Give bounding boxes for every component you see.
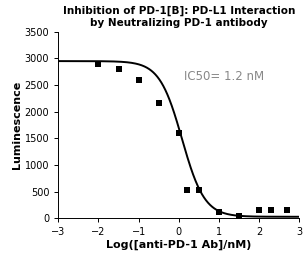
- Text: IC50= 1.2 nM: IC50= 1.2 nM: [184, 70, 264, 83]
- Point: [156, 101, 161, 105]
- Point: [285, 208, 290, 212]
- Point: [136, 78, 141, 82]
- X-axis label: Log([anti-PD-1 Ab]/nM): Log([anti-PD-1 Ab]/nM): [106, 240, 252, 250]
- Point: [269, 208, 274, 212]
- Point: [217, 210, 221, 214]
- Point: [197, 188, 201, 192]
- Title: Inhibition of PD-1[B]: PD-L1 Interaction
by Neutralizing PD-1 antibody: Inhibition of PD-1[B]: PD-L1 Interaction…: [63, 6, 295, 28]
- Point: [116, 67, 121, 71]
- Point: [96, 62, 101, 66]
- Point: [176, 131, 181, 135]
- Y-axis label: Luminescence: Luminescence: [12, 81, 22, 169]
- Point: [257, 208, 262, 212]
- Point: [237, 214, 241, 218]
- Point: [184, 188, 189, 192]
